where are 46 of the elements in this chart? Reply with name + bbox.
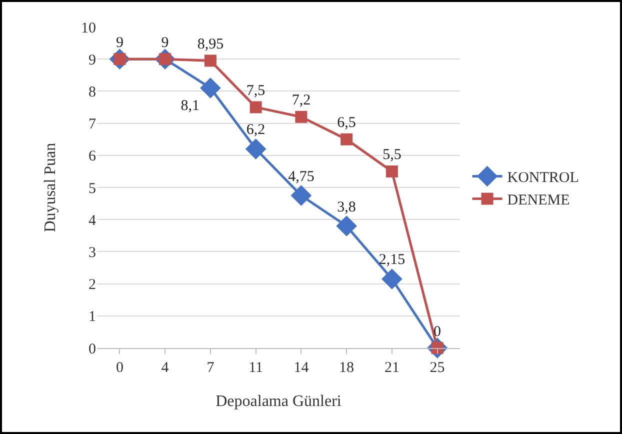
point [250, 101, 262, 114]
data-label: 4,75 [288, 168, 314, 185]
data-label: 6,5 [337, 115, 356, 132]
x-tick-label: 14 [294, 360, 310, 376]
point [204, 54, 216, 67]
x-tick-label: 18 [339, 360, 354, 376]
y-tick-label: 2 [88, 277, 96, 294]
y-tick-label: 3 [88, 244, 96, 261]
x-tick-label: 0 [116, 360, 124, 376]
legend-label: DENEME [507, 192, 570, 209]
point [336, 216, 357, 236]
point [340, 133, 353, 146]
y-tick-label: 10 [81, 20, 96, 36]
point [245, 138, 266, 160]
data-label: 5,5 [382, 147, 402, 164]
point [290, 185, 312, 206]
data-label: 3,8 [337, 199, 356, 216]
data-label: 6,2 [246, 122, 266, 138]
x-tick-label: 4 [161, 360, 170, 376]
x-tick-label: 21 [384, 360, 400, 376]
y-tick-label: 8 [88, 84, 96, 100]
x-tick-label: 11 [248, 360, 264, 376]
x-tick-label: 7 [206, 360, 215, 376]
point [382, 268, 402, 290]
data-label: 8,1 [180, 98, 200, 114]
data-label: 9 [116, 34, 124, 51]
point [295, 110, 308, 123]
y-tick-label: 1 [88, 309, 96, 326]
y-tick-label: 0 [88, 341, 96, 358]
data-label: 7,5 [246, 83, 266, 99]
point [386, 165, 398, 178]
y-tick-label: 4 [88, 212, 96, 229]
data-label: 8,95 [197, 36, 224, 52]
y-tick-label: 9 [88, 52, 96, 68]
data-label: 7,2 [292, 92, 311, 109]
y-tick-label: 7 [88, 116, 96, 133]
x-axis-title: Depoalama Günleri [216, 393, 342, 410]
data-label: 0 [434, 324, 442, 340]
point [200, 78, 221, 98]
x-tick-label: 25 [430, 360, 445, 376]
y-tick-label: 6 [88, 148, 96, 165]
data-label: 9 [161, 34, 169, 51]
y-tick-label: 5 [88, 180, 96, 197]
legend-label: KONTROL [507, 170, 579, 186]
data-label: 2,15 [378, 252, 406, 268]
y-axis-title: Duyusal Puan [42, 142, 59, 232]
